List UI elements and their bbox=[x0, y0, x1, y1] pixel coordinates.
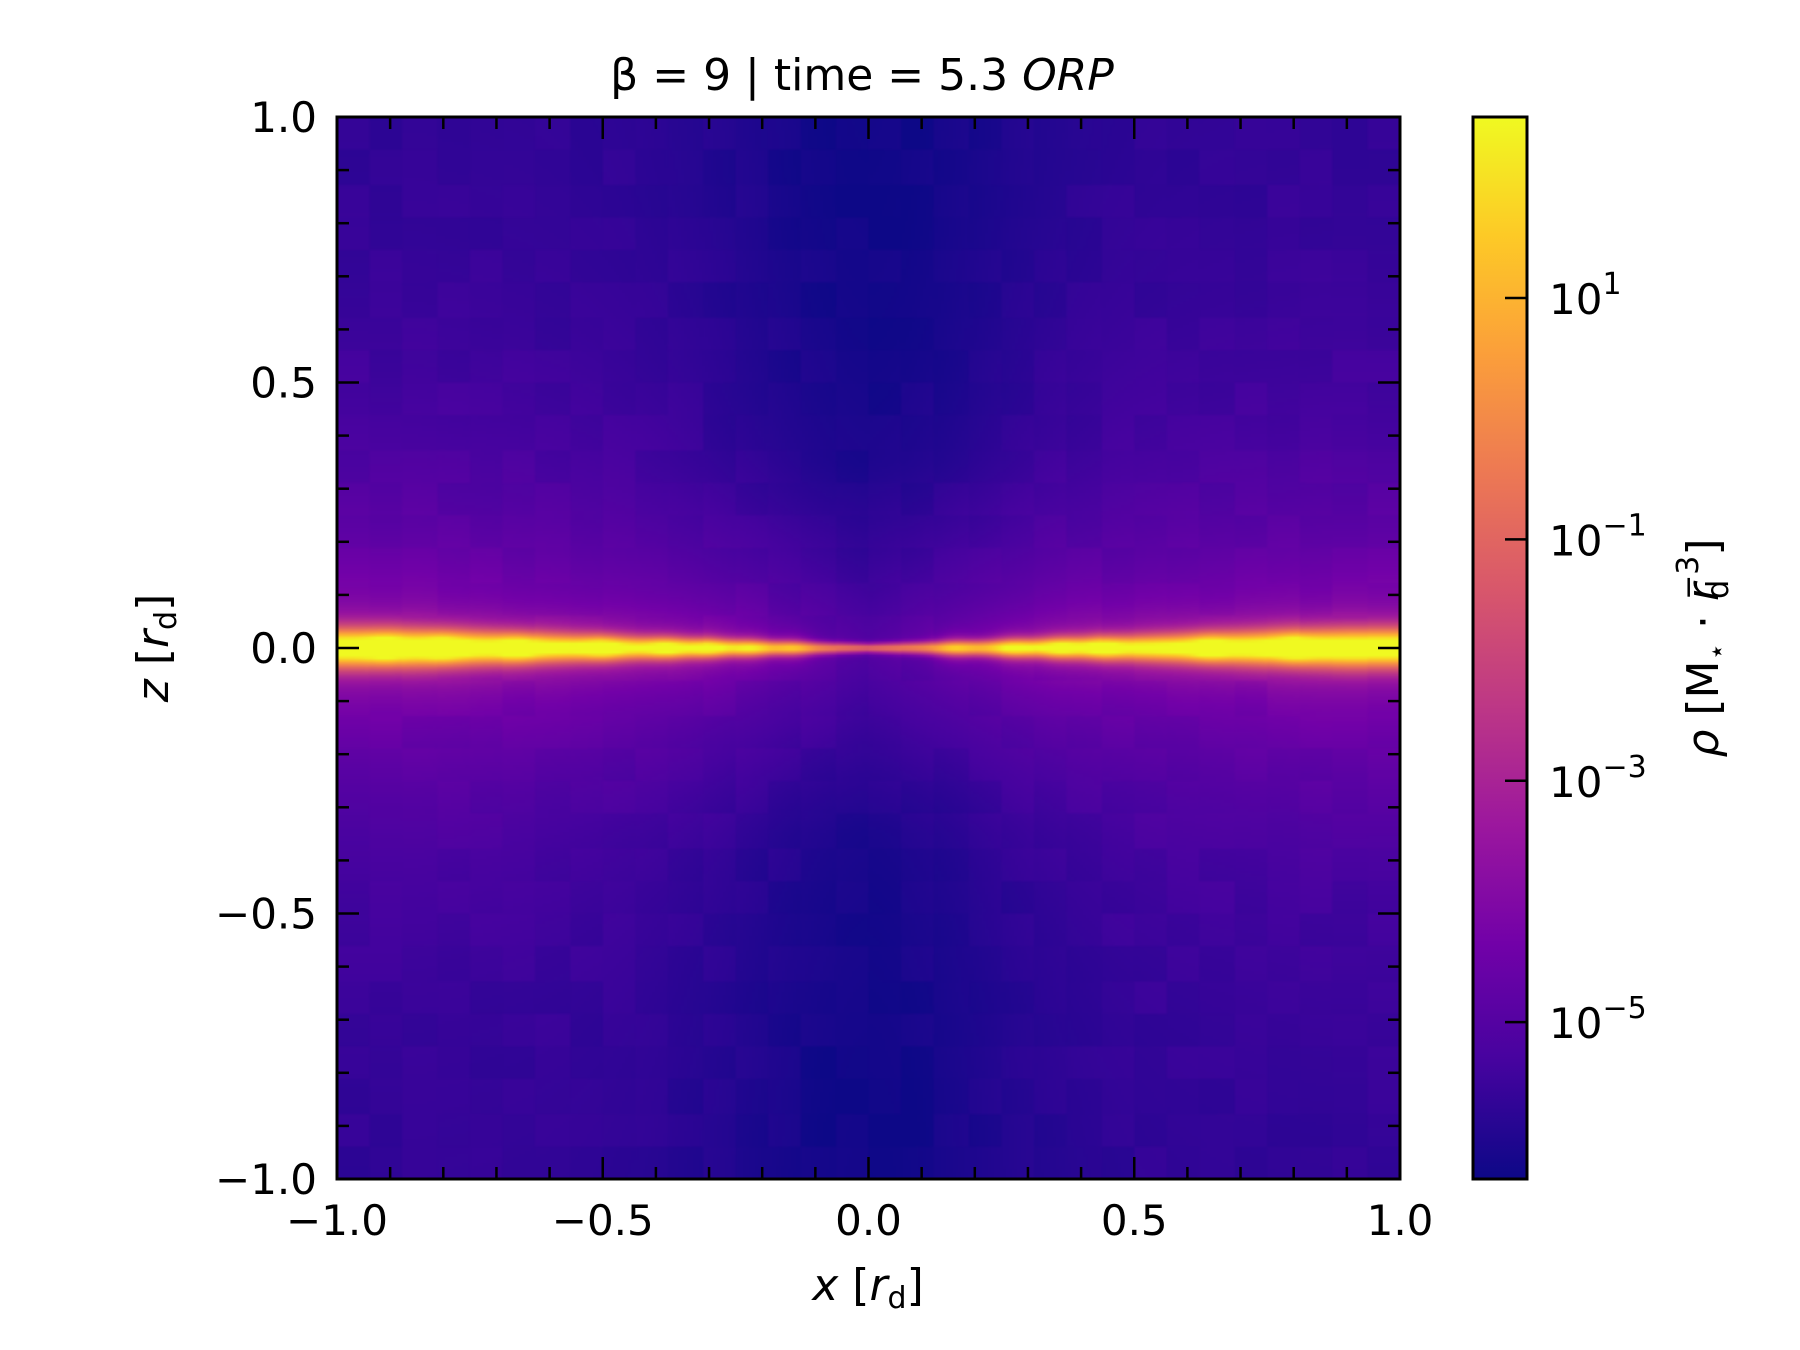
colorbar-gradient bbox=[1473, 117, 1527, 1179]
x-tick-label: 0.0 bbox=[835, 1196, 902, 1245]
x-axis-tick-labels: −1.0 −0.5 0.0 0.5 1.0 bbox=[286, 1196, 1433, 1245]
colorbar-tick-label: 101 bbox=[1549, 267, 1622, 324]
colorbar-ticks bbox=[1505, 296, 1528, 1024]
y-tick-label: −1.0 bbox=[215, 1155, 317, 1204]
x-tick-label: −0.5 bbox=[552, 1196, 654, 1245]
y-axis-tick-labels: −1.0 −0.5 0.0 0.5 1.0 bbox=[215, 93, 317, 1204]
y-tick-label: 0.0 bbox=[250, 624, 317, 673]
y-tick-label: −0.5 bbox=[215, 890, 317, 939]
y-axis-label: z [rd] bbox=[128, 594, 184, 704]
colorbar-tick-labels: 101 10−1 10−3 10−5 bbox=[1549, 267, 1647, 1048]
colorbar-tick-label: 10−1 bbox=[1549, 508, 1647, 565]
chart-title: β = 9 | time = 5.3 ORP bbox=[610, 50, 1114, 101]
y-tick-label: 0.5 bbox=[250, 359, 317, 408]
y-tick-label: 1.0 bbox=[250, 93, 317, 142]
colorbar: 101 10−1 10−3 10−5 bbox=[1471, 115, 1647, 1181]
colorbar-label: ρ [M⋆ · rd−3] bbox=[1671, 538, 1736, 757]
y-axis-ticks bbox=[337, 115, 1400, 1181]
density-heatmap bbox=[337, 117, 1400, 1179]
x-tick-label: 0.5 bbox=[1101, 1196, 1168, 1245]
colorbar-tick-label: 10−3 bbox=[1549, 750, 1647, 807]
colorbar-frame bbox=[1471, 115, 1529, 1181]
colorbar-tick-label: 10−5 bbox=[1549, 991, 1647, 1048]
plot-area bbox=[335, 115, 1402, 1181]
x-axis-label: x [rd] bbox=[810, 1260, 924, 1316]
x-tick-label: 1.0 bbox=[1367, 1196, 1434, 1245]
x-axis-ticks bbox=[335, 117, 1402, 1179]
x-tick-label: −1.0 bbox=[286, 1196, 388, 1245]
